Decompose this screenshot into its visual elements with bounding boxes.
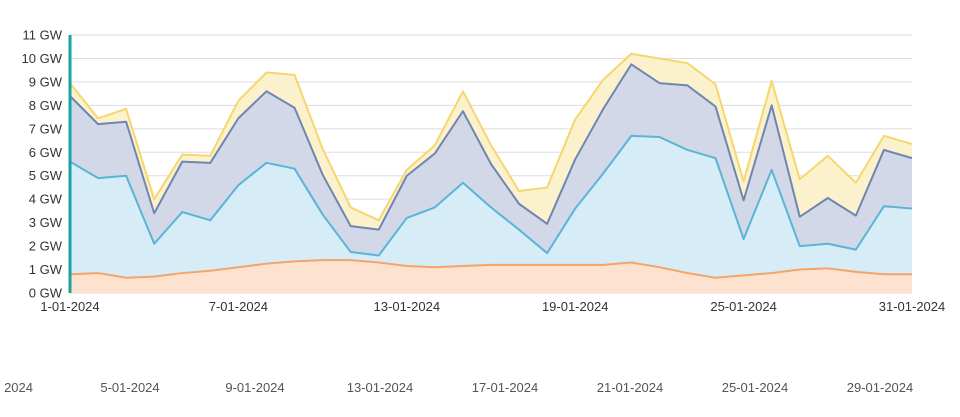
y-tick-label: 7 GW (29, 121, 63, 136)
series-line (69, 259, 912, 279)
navigator-tick-label: 25-01-2024 (722, 380, 789, 395)
navigator-tick-label: 17-01-2024 (472, 380, 539, 395)
y-tick-label: 8 GW (29, 98, 63, 113)
navigator-tick-label: 13-01-2024 (347, 380, 414, 395)
series-areas (70, 53, 912, 294)
x-axis-ticks: 1-01-2024 7-01-2024 13-01-2024 19-01-2024 25… (40, 299, 945, 314)
series-line (69, 134, 913, 257)
x-tick-label: 25-01-2024 (710, 299, 777, 314)
x-tick-label: 13-01-2024 (374, 299, 441, 314)
series-line (69, 63, 913, 231)
x-tick-label: 19-01-2024 (542, 299, 609, 314)
navigator-tick-label: 29-01-2024 (847, 380, 914, 395)
y-tick-label: 2 GW (29, 239, 63, 254)
series-area (70, 260, 912, 293)
navigator-tick-label: 9-01-2024 (225, 380, 284, 395)
y-tick-label: 0 GW (29, 286, 63, 301)
y-tick-label: 6 GW (29, 145, 63, 160)
x-tick-label: 31-01-2024 (879, 299, 946, 314)
navigator-ticks: 2024 5-01-2024 9-01-2024 13-01-2024 17-01-20… (4, 380, 913, 395)
y-tick-label: 5 GW (29, 168, 63, 183)
y-tick-label: 9 GW (29, 74, 63, 89)
y-tick-label: 4 GW (29, 192, 63, 207)
series-line (69, 52, 913, 222)
y-tick-label: 1 GW (29, 262, 63, 277)
x-tick-label: 7-01-2024 (209, 299, 268, 314)
x-tick-label: 1-01-2024 (40, 299, 99, 314)
y-tick-label: 10 GW (22, 51, 63, 66)
series-lines (69, 52, 913, 279)
y-tick-label: 3 GW (29, 215, 63, 230)
navigator-tick-label: 21-01-2024 (597, 380, 664, 395)
navigator-tick-label: 2024 (4, 380, 33, 395)
y-tick-label: 11 GW (23, 28, 63, 43)
navigator-tick-label: 5-01-2024 (100, 380, 159, 395)
y-axis-ticks: 0 GW 1 GW 2 GW 3 GW 4 GW 5 GW 6 GW 7 GW 8 GW 9 GW… (22, 28, 63, 301)
series-area (70, 135, 912, 293)
